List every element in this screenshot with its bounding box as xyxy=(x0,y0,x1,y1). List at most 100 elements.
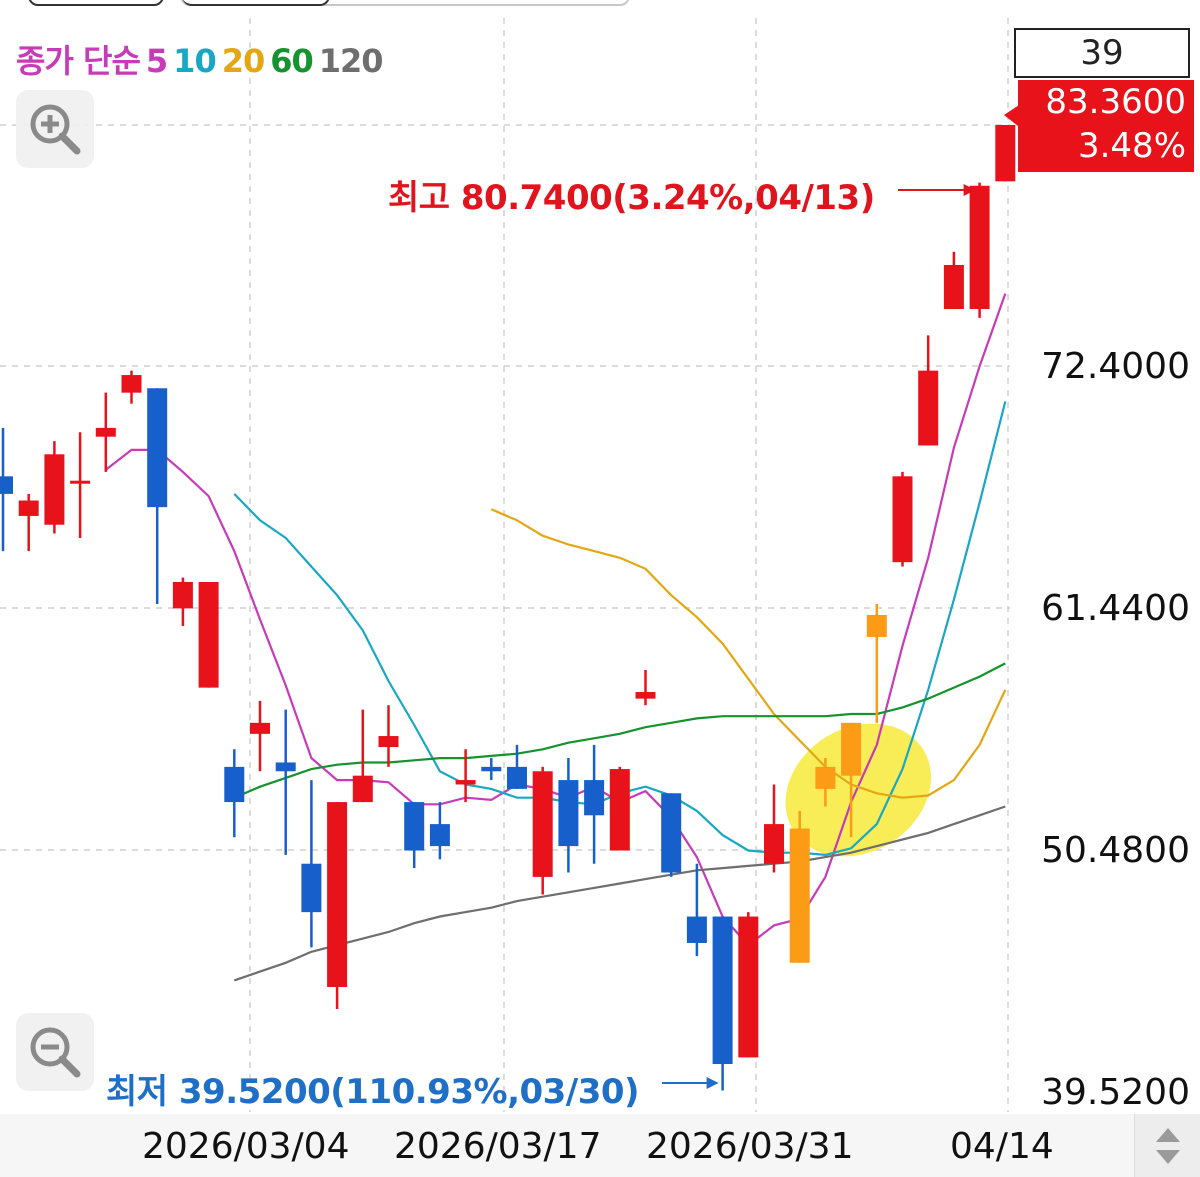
candle-7 xyxy=(172,577,193,626)
candle-37 xyxy=(943,251,964,310)
candle-24 xyxy=(609,766,630,851)
candle-13 xyxy=(327,802,348,1009)
candle-body-11 xyxy=(275,762,296,772)
candle-20 xyxy=(507,744,527,789)
y-tick-3: 50.4800 xyxy=(1041,830,1190,871)
high-arrow-head xyxy=(963,184,976,196)
candle-body-38 xyxy=(969,185,990,310)
candle-5 xyxy=(121,370,142,404)
candle-28 xyxy=(712,916,733,1091)
candle-22 xyxy=(558,758,579,873)
candle-31 xyxy=(789,810,810,963)
candle-26 xyxy=(661,793,682,877)
candle-body-9 xyxy=(224,766,245,803)
y-tick-1: 72.4000 xyxy=(1041,346,1190,387)
candle-15 xyxy=(378,705,399,767)
scroll-button[interactable] xyxy=(1134,1114,1200,1177)
candle-body-19 xyxy=(481,766,502,772)
candle-0 xyxy=(0,427,13,552)
candle-body-20 xyxy=(507,766,527,789)
current-price: 83.3600 xyxy=(1045,82,1186,122)
candle-17 xyxy=(429,802,450,860)
candle-16 xyxy=(404,802,425,869)
legend-prefix: 종가 단순 xyxy=(16,42,141,80)
annotation-arrows xyxy=(662,184,976,1089)
candle-4 xyxy=(95,392,116,472)
candle-27 xyxy=(686,863,707,957)
ma-legend: 종가 단순 5 10 20 60 120 xyxy=(16,36,389,82)
candle-body-0 xyxy=(0,476,13,494)
zoom-out-button[interactable] xyxy=(16,1013,94,1091)
candle-14 xyxy=(352,709,373,803)
candle-body-37 xyxy=(943,264,964,310)
y-tick-4: 39.5200 xyxy=(1041,1072,1190,1113)
legend-ma-5: 5 xyxy=(145,42,168,80)
legend-ma-20: 20 xyxy=(221,42,266,80)
candle-count-box[interactable]: 39 xyxy=(1014,28,1190,78)
candle-body-34 xyxy=(866,614,887,637)
zoom-in-icon xyxy=(30,104,81,155)
candle-body-7 xyxy=(172,581,193,609)
candle-11 xyxy=(275,709,296,855)
candle-39 xyxy=(995,125,1016,182)
candle-2 xyxy=(44,441,65,534)
candle-6 xyxy=(147,388,168,604)
candle-35 xyxy=(892,471,913,567)
candle-body-2 xyxy=(44,454,65,525)
candle-30 xyxy=(764,784,784,873)
candle-body-33 xyxy=(841,722,862,776)
candle-body-22 xyxy=(558,780,579,847)
candle-32 xyxy=(815,758,836,807)
candle-25 xyxy=(635,670,656,706)
candle-body-5 xyxy=(121,375,142,393)
ma-line-20 xyxy=(490,508,1007,799)
candle-body-35 xyxy=(892,476,913,563)
candle-33 xyxy=(841,722,862,838)
legend-ma-120: 120 xyxy=(318,42,384,80)
x-tick-1: 2026/03/04 xyxy=(142,1126,350,1167)
ma-line-120 xyxy=(233,805,1006,982)
candle-body-16 xyxy=(404,802,425,851)
x-axis-bar[interactable] xyxy=(0,1114,1200,1177)
x-tick-2: 2026/03/17 xyxy=(394,1126,602,1167)
scroll-updown-icon xyxy=(1156,1127,1180,1164)
x-tick-3: 2026/03/31 xyxy=(646,1126,854,1167)
candles xyxy=(0,125,1016,1091)
candle-body-24 xyxy=(609,769,630,851)
y-tick-2: 61.4400 xyxy=(1041,588,1190,629)
top-bar xyxy=(0,0,1200,18)
candle-body-6 xyxy=(147,388,168,508)
candle-body-30 xyxy=(764,824,784,864)
candle-12 xyxy=(301,780,322,948)
legend-ma-60: 60 xyxy=(270,42,314,80)
candle-1 xyxy=(18,493,39,552)
candle-body-32 xyxy=(815,766,836,789)
candle-body-4 xyxy=(95,427,116,437)
candle-body-15 xyxy=(378,736,399,748)
candle-body-26 xyxy=(661,793,682,873)
candle-body-3 xyxy=(70,480,91,484)
candle-body-29 xyxy=(738,916,759,1058)
candle-body-28 xyxy=(712,916,733,1065)
x-tick-4: 04/14 xyxy=(950,1126,1054,1167)
low-annotation: 최저 39.5200(110.93%,03/30) xyxy=(106,1072,640,1112)
candle-body-10 xyxy=(250,722,270,734)
candle-21 xyxy=(532,766,553,895)
candle-body-23 xyxy=(584,780,605,816)
candle-body-39 xyxy=(995,125,1016,182)
high-annotation: 최고 80.7400(3.24%,04/13) xyxy=(388,178,875,218)
candle-38 xyxy=(969,182,990,318)
zoom-in-button[interactable] xyxy=(16,90,94,168)
candle-body-25 xyxy=(635,692,656,699)
candle-19 xyxy=(481,758,502,781)
candle-23 xyxy=(584,744,605,864)
highlight-ellipse xyxy=(785,723,932,857)
candle-8 xyxy=(198,581,219,688)
candle-body-14 xyxy=(352,775,373,803)
candle-body-13 xyxy=(327,802,348,987)
current-change: 3.48% xyxy=(1077,126,1186,166)
candle-34 xyxy=(866,603,887,723)
candle-body-31 xyxy=(789,828,810,963)
ma-line-5 xyxy=(105,293,1007,947)
